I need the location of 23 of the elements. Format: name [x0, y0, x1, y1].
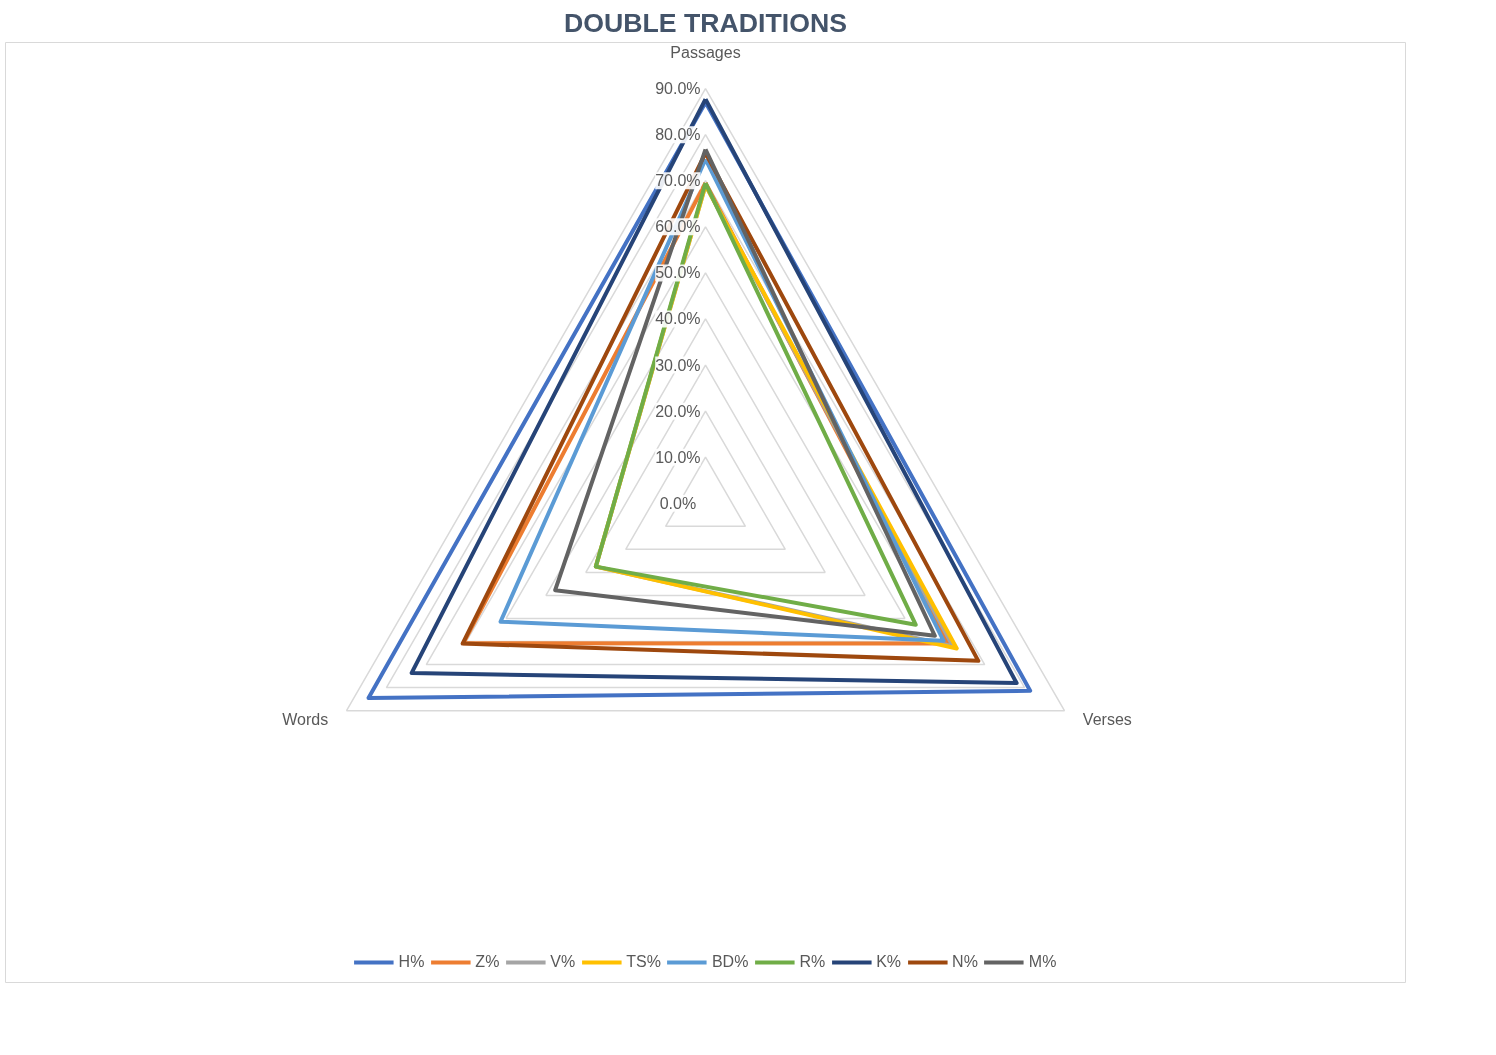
legend-label: K% — [876, 953, 902, 971]
spoke-label: Verses — [1082, 711, 1132, 729]
legend-label: TS% — [626, 953, 661, 971]
spoke-label: Words — [282, 711, 329, 729]
y-tick-label: 60.0% — [655, 218, 701, 236]
y-tick-label: 90.0% — [655, 80, 701, 98]
chart-title: DOUBLE TRADITIONS — [564, 7, 847, 38]
legend-label: V% — [550, 953, 576, 971]
y-tick-label: 0.0% — [659, 494, 697, 512]
legend-label: H% — [398, 953, 425, 971]
y-tick-label: 80.0% — [655, 126, 701, 144]
y-tick-label: 40.0% — [655, 310, 701, 328]
legend-label: BD% — [711, 953, 749, 971]
y-tick-label: 20.0% — [655, 402, 701, 420]
legend-label: Z% — [475, 953, 500, 971]
legend-label: N% — [952, 953, 978, 971]
y-tick-label: 50.0% — [655, 264, 701, 282]
y-tick-label: 10.0% — [655, 448, 701, 466]
legend-label: M% — [1028, 953, 1057, 971]
legend-label: R% — [799, 953, 826, 971]
spoke-label: Passages — [670, 43, 741, 61]
y-tick-label: 30.0% — [655, 356, 701, 374]
y-tick-label: 70.0% — [655, 172, 701, 190]
